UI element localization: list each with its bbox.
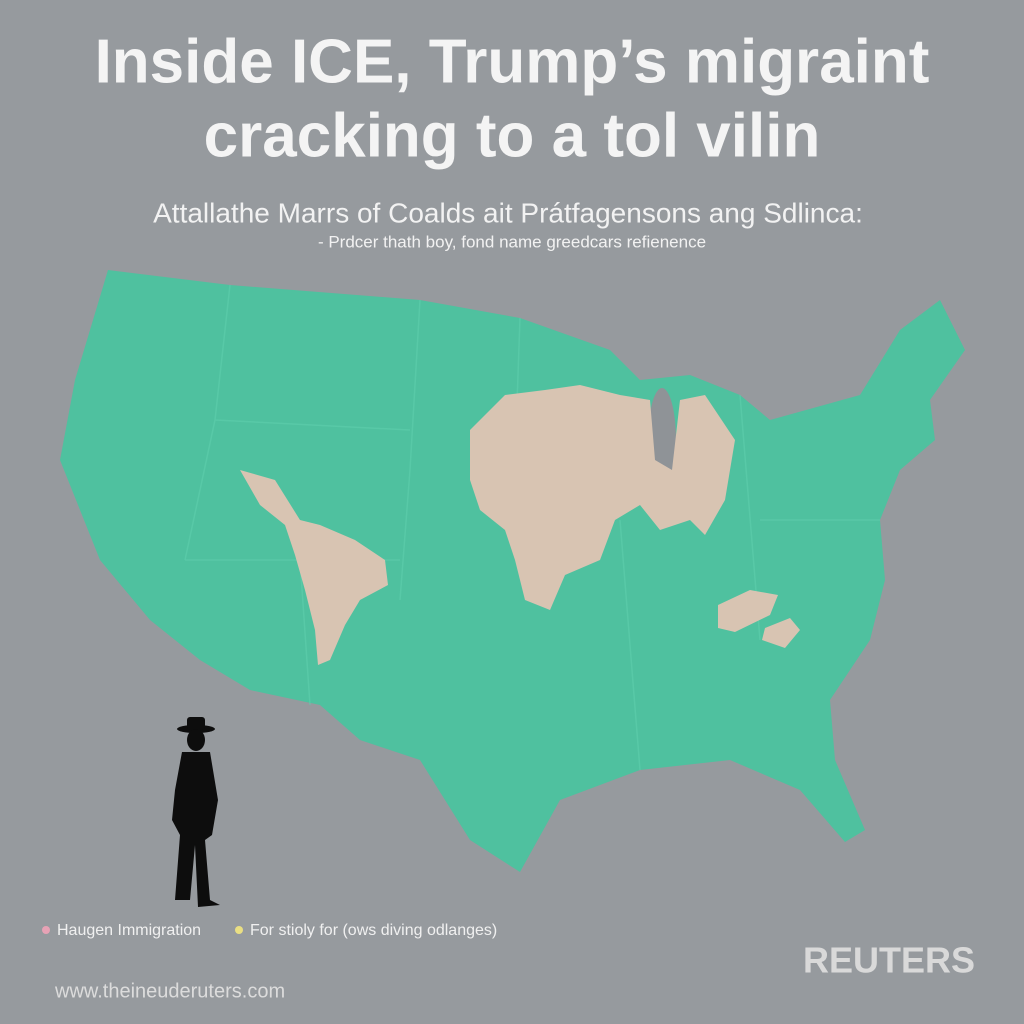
map bbox=[60, 270, 965, 907]
land-americas bbox=[240, 470, 388, 665]
silhouette bbox=[172, 717, 220, 907]
subtitle: Attallathe Marrs of Coalds ait Prátfagen… bbox=[153, 197, 863, 228]
note: - Prdcer thath boy, fond name greedcars … bbox=[318, 232, 706, 251]
brand: REUTERS bbox=[803, 940, 975, 981]
legend-label: Haugen Immigration bbox=[57, 922, 201, 939]
state-borders bbox=[184, 284, 880, 771]
legend-dot bbox=[235, 926, 243, 934]
title-line: cracking to a tol vilin bbox=[204, 101, 821, 170]
url: www.theineuderuters.com bbox=[54, 980, 285, 1002]
land-islands bbox=[718, 590, 800, 648]
title-line: Inside ICE, Trump’s migraint bbox=[95, 27, 930, 96]
legend-label: For stioly for (ows diving odlanges) bbox=[250, 922, 497, 939]
legend-dot bbox=[42, 926, 50, 934]
us-map bbox=[60, 270, 965, 872]
land-eurasia-africa bbox=[470, 385, 735, 610]
